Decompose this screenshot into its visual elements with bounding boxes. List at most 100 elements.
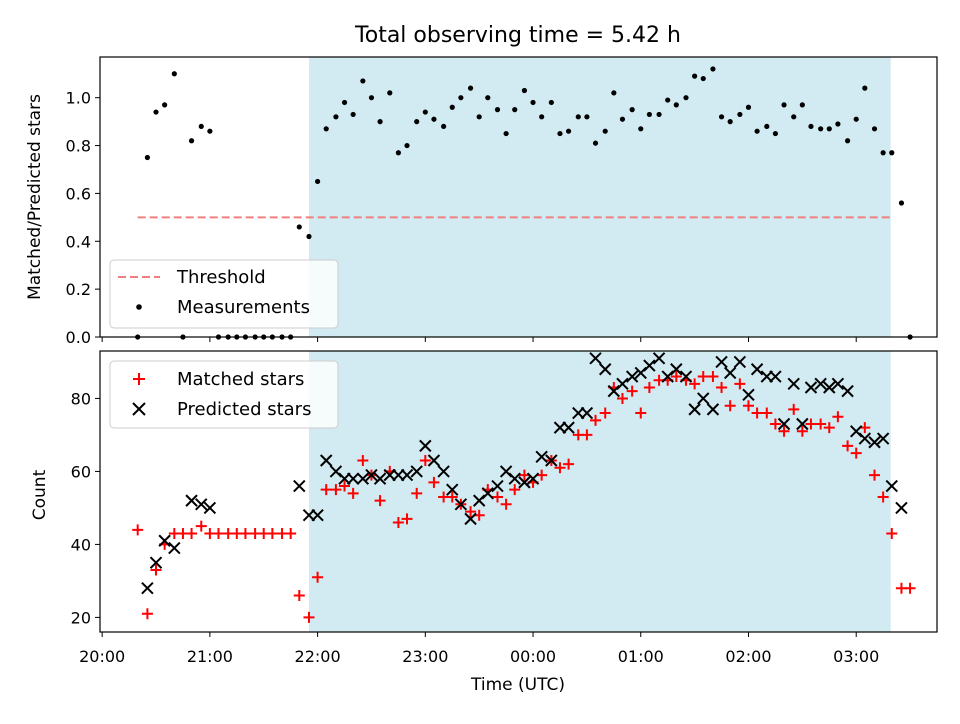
matched-star-point	[842, 440, 854, 452]
measurement-point	[449, 104, 455, 110]
measurement-point	[323, 126, 329, 132]
predicted-star-point	[195, 498, 208, 511]
predicted-star-point	[796, 417, 809, 431]
predicted-star-point	[823, 381, 836, 394]
measurement-point	[377, 119, 383, 125]
predicted-star-point	[373, 472, 387, 485]
measurement-point	[431, 116, 437, 122]
predicted-star-point	[400, 468, 414, 482]
matched-star-point	[132, 524, 144, 536]
predicted-star-point	[599, 363, 612, 376]
matched-star-point	[877, 491, 889, 503]
bottom-highlight-span	[308, 351, 891, 632]
measurement-point	[494, 107, 501, 113]
measurement-point	[395, 150, 401, 156]
predicted-star-point	[814, 377, 827, 391]
measurement-point	[772, 130, 779, 137]
x-axis-label: Time (UTC)	[470, 675, 565, 695]
predicted-star-point	[769, 370, 782, 383]
measurement-point	[441, 123, 447, 130]
measurement-point	[162, 102, 168, 108]
measurement-point	[673, 102, 679, 108]
measurement-point	[611, 90, 617, 96]
measurement-point	[530, 99, 536, 106]
predicted-star-point	[437, 465, 450, 478]
measurement-point	[619, 116, 626, 122]
matched-star-point	[734, 378, 746, 390]
predicted-star-point	[885, 479, 898, 493]
measurement-point	[646, 111, 652, 118]
legend-matched-swatch	[133, 373, 145, 385]
measurement-point	[737, 111, 743, 118]
predicted-star-point	[733, 355, 747, 369]
measurement-point	[548, 99, 554, 106]
bottom-highlight-rect	[308, 351, 891, 632]
measurement-point	[306, 233, 312, 240]
matched-star-point	[751, 407, 763, 419]
x-tick-label: 21:00	[187, 647, 233, 666]
top-legend-box	[109, 259, 339, 329]
bottom-legend-box	[109, 360, 339, 429]
measurement-point	[638, 126, 644, 132]
predicted-star-point	[149, 556, 163, 569]
matched-star-point	[303, 611, 315, 623]
predicted-star-point	[491, 479, 504, 493]
predicted-star-point	[545, 454, 558, 467]
measurement-point	[818, 126, 824, 132]
predicted-star-point	[168, 541, 181, 555]
legend-measurements-label: Measurements	[177, 297, 310, 318]
matched-star-point	[670, 371, 682, 383]
legend-measurements-swatch	[136, 304, 142, 310]
bottom-y-tick-label: 60	[71, 462, 91, 481]
top-y-tick-label: 0.6	[66, 184, 91, 203]
measurement-point	[853, 116, 859, 122]
matched-star-point	[724, 400, 736, 412]
predicted-star-point	[643, 359, 656, 372]
bottom-y-tick-label: 80	[71, 389, 91, 408]
measurement-point	[485, 95, 491, 101]
measurement-point	[692, 73, 698, 79]
measurement-point	[700, 75, 706, 82]
measurement-point	[458, 95, 464, 101]
predicted-star-point	[787, 377, 800, 391]
top-highlight-span	[308, 57, 891, 337]
predicted-star-point	[679, 370, 693, 383]
bottom-y-tick-label: 40	[71, 535, 91, 554]
legend-predicted-swatch	[132, 402, 146, 416]
measurement-point	[565, 128, 572, 134]
matched-star-point	[742, 400, 754, 412]
measurement-point	[754, 128, 760, 134]
bottom-y-tick-label: 20	[71, 608, 91, 627]
top-y-ticks: 0.0 0.2 0.4 0.6 0.8 1.0	[66, 89, 100, 347]
bottom-axes-frame	[99, 350, 938, 633]
measurement-point	[718, 114, 725, 120]
bottom-y-axis-label: Count	[30, 469, 50, 520]
x-tick-label: 00:00	[510, 647, 556, 666]
x-tick-label: 01:00	[618, 647, 664, 666]
matched-star-point	[392, 517, 404, 529]
measurement-point	[808, 123, 814, 130]
matched-star-point	[626, 385, 638, 397]
matched-star-point	[590, 414, 602, 426]
x-tick-label: 23:00	[402, 647, 448, 666]
measurement-point	[826, 126, 832, 132]
predicted-star-point	[742, 388, 755, 401]
top-y-tick-label: 1.0	[66, 89, 91, 108]
measurement-point	[350, 111, 356, 118]
matched-star-point	[411, 487, 423, 499]
x-tick-label: 03:00	[833, 647, 879, 666]
measurement-point	[341, 99, 348, 106]
matched-star-point	[212, 527, 224, 539]
predicted-star-point	[670, 363, 683, 376]
measurement-point	[188, 138, 195, 144]
predicted-star-point	[535, 450, 548, 464]
measurement-point	[296, 224, 302, 230]
matched-star-point	[285, 527, 297, 539]
predicted-star-point	[320, 454, 333, 467]
predicted-star-point	[562, 421, 575, 434]
measurement-point	[764, 123, 770, 130]
predicted-star-point	[518, 476, 531, 489]
matched-star-point	[707, 371, 719, 383]
matched-star-point	[761, 407, 773, 419]
matched-star-point	[823, 422, 835, 434]
